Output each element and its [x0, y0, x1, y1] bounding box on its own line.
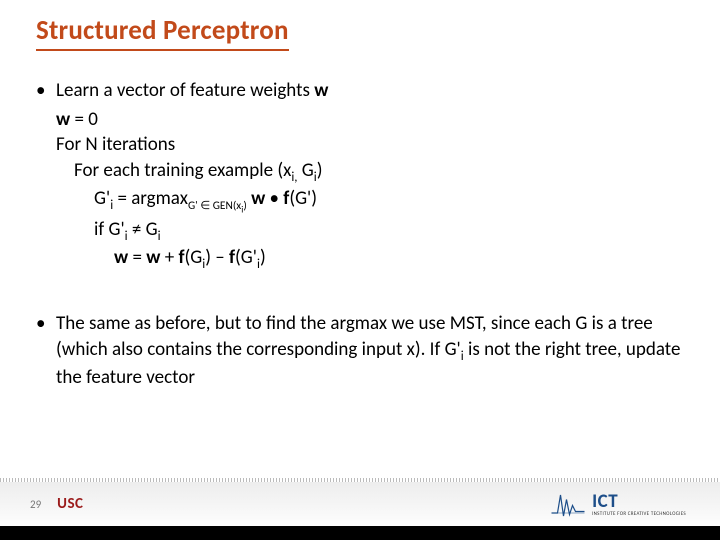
bullet-dot: •: [36, 78, 56, 104]
u-w2: w: [146, 246, 160, 269]
usc-logo: USC: [57, 495, 83, 513]
ict-word: ICT: [592, 492, 686, 511]
slide: { "title": { "text": "Structured Percept…: [0, 0, 720, 540]
bullet-1: • Learn a vector of feature weights w: [36, 78, 684, 104]
bullet-2: • The same as before, but to find the ar…: [36, 311, 684, 391]
wave-icon: [550, 489, 586, 519]
u-eq: =: [128, 246, 146, 269]
line-forEach: For each training example (xi, Gi): [74, 158, 684, 186]
ict-logo: ICT INSTITUTE FOR CREATIVE TECHNOLOGIES: [550, 489, 686, 519]
am-sub-a: G' ∈ GEN(x: [188, 199, 241, 213]
u-p2: (G': [235, 246, 257, 269]
slide-title: Structured Perceptron: [36, 14, 289, 47]
bullet-dot: •: [36, 311, 56, 391]
u-w1: w: [114, 246, 128, 269]
line-if: if G'i ≠ Gi: [94, 217, 684, 245]
b1-w: w: [314, 79, 328, 102]
footer-blackbar: [0, 526, 720, 540]
u-plus: +: [160, 246, 178, 269]
u-p1: (G: [184, 246, 202, 269]
am-sub: G' ∈ GEN(xi): [188, 199, 247, 213]
am-b: = argmax: [113, 187, 188, 210]
page-number: 29: [30, 498, 41, 511]
bullet-text: Learn a vector of feature weights w: [56, 78, 684, 104]
footer-left: 29 USC: [30, 495, 83, 513]
am-w: w: [247, 187, 265, 210]
if-a: if G': [94, 218, 125, 241]
am-dot: •: [265, 187, 283, 210]
line-argmax: G'i = argmaxG' ∈ GEN(xi) w • f(G'): [94, 186, 684, 216]
am-a: G': [94, 187, 110, 210]
fe-a: For each training example (x: [74, 159, 291, 182]
line-w0: w = 0: [56, 107, 684, 133]
footer-bar: 29 USC ICT INSTITUTE FOR CREATIVE TECHNO…: [0, 482, 720, 526]
line-update: w = w + f(Gi) – f(G'i): [114, 245, 684, 273]
fe-b: G: [298, 159, 314, 182]
bullet-text: The same as before, but to find the argm…: [56, 311, 684, 391]
title-text: Structured Perceptron: [36, 14, 289, 51]
ict-text-stack: ICT INSTITUTE FOR CREATIVE TECHNOLOGIES: [592, 492, 686, 517]
if-i2: i: [158, 228, 161, 243]
spacer: [36, 273, 684, 311]
line-forN: For N iterations: [56, 132, 684, 158]
footer: 29 USC ICT INSTITUTE FOR CREATIVE TECHNO…: [0, 478, 720, 540]
w0-rest: = 0: [70, 108, 98, 131]
u-p1c: ) –: [205, 246, 229, 269]
b1-prefix: Learn a vector of feature weights: [56, 79, 314, 102]
w0-w: w: [56, 108, 70, 131]
if-b: ≠ G: [128, 218, 158, 241]
fe-c: ): [317, 159, 323, 182]
u-p2c: ): [260, 246, 266, 269]
ict-subtitle: INSTITUTE FOR CREATIVE TECHNOLOGIES: [592, 512, 686, 517]
slide-body: • Learn a vector of feature weights w w …: [36, 78, 684, 394]
am-c: (G'): [289, 187, 317, 210]
